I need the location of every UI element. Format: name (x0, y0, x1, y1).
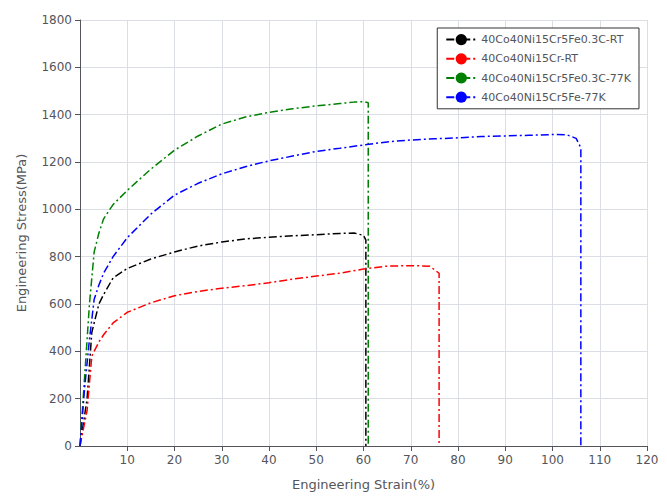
svg-text:20: 20 (167, 453, 182, 467)
svg-text:1400: 1400 (41, 108, 72, 122)
svg-text:90: 90 (498, 453, 513, 467)
svg-text:1800: 1800 (41, 13, 72, 27)
svg-text:80: 80 (450, 453, 465, 467)
svg-text:30: 30 (214, 453, 229, 467)
svg-text:400: 400 (49, 344, 72, 358)
svg-text:600: 600 (49, 297, 72, 311)
svg-text:50: 50 (309, 453, 324, 467)
svg-text:70: 70 (403, 453, 418, 467)
svg-text:110: 110 (588, 453, 611, 467)
svg-text:40Co40Ni15Cr5Fe0.3C-77K: 40Co40Ni15Cr5Fe0.3C-77K (481, 72, 632, 85)
svg-text:1200: 1200 (41, 155, 72, 169)
svg-text:0: 0 (64, 439, 72, 453)
svg-text:1000: 1000 (41, 202, 72, 216)
svg-text:200: 200 (49, 392, 72, 406)
svg-text:60: 60 (356, 453, 371, 467)
svg-text:40: 40 (261, 453, 276, 467)
svg-text:Engineering Stress(MPa): Engineering Stress(MPa) (14, 154, 29, 313)
svg-text:Engineering Strain(%): Engineering Strain(%) (292, 477, 435, 492)
svg-text:100: 100 (541, 453, 564, 467)
svg-text:40Co40Ni15Cr-RT: 40Co40Ni15Cr-RT (481, 52, 578, 65)
svg-text:800: 800 (49, 250, 72, 264)
svg-text:40Co40Ni15Cr5Fe0.3C-RT: 40Co40Ni15Cr5Fe0.3C-RT (481, 33, 623, 46)
svg-text:1600: 1600 (41, 60, 72, 74)
svg-text:120: 120 (636, 453, 659, 467)
svg-text:10: 10 (120, 453, 135, 467)
svg-text:40Co40Ni15Cr5Fe-77K: 40Co40Ni15Cr5Fe-77K (481, 91, 606, 104)
